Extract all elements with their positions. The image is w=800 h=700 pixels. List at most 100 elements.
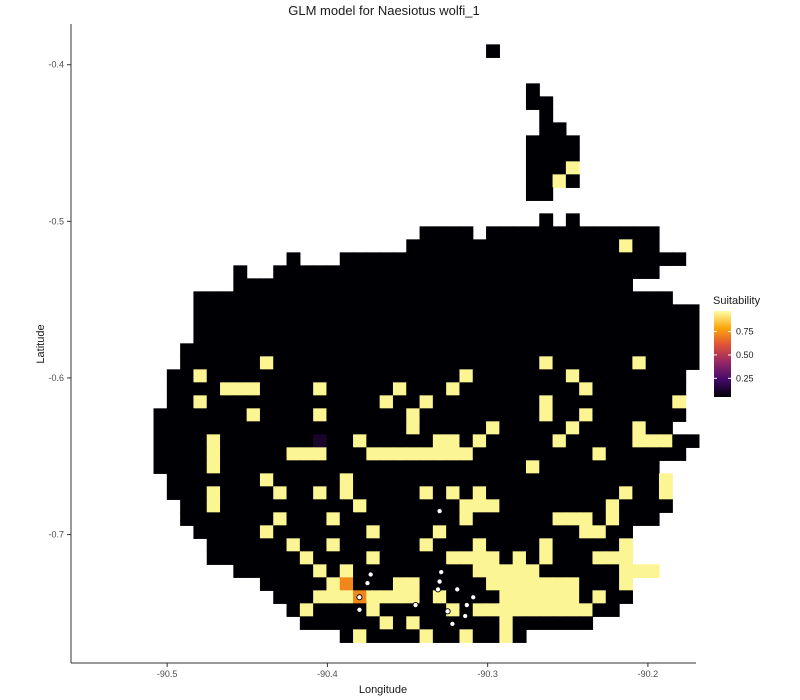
heatmap-cell <box>512 395 527 409</box>
heatmap-cell <box>339 590 354 604</box>
heatmap-cell <box>619 473 633 487</box>
heatmap-cell <box>233 564 248 578</box>
heatmap-cell <box>472 408 487 422</box>
heatmap-cell <box>379 317 394 331</box>
heatmap-cell <box>432 590 447 604</box>
occurrence-point <box>444 608 451 615</box>
heatmap-cell <box>579 291 594 305</box>
heatmap-cell <box>565 447 580 461</box>
heatmap-cell <box>339 304 354 318</box>
heatmap-cell <box>273 447 288 461</box>
heatmap-cell <box>353 382 367 396</box>
heatmap-cell <box>180 447 195 461</box>
heatmap-cell <box>353 265 367 279</box>
heatmap-cell <box>499 603 514 617</box>
heatmap-cell <box>512 226 527 240</box>
heatmap-cell <box>326 473 341 487</box>
heatmap-cell <box>379 434 394 448</box>
heatmap-cell <box>645 252 660 266</box>
heatmap-cell <box>592 356 607 370</box>
heatmap-cell <box>326 564 341 578</box>
heatmap-cell <box>206 343 221 357</box>
heatmap-cell <box>313 421 328 435</box>
heatmap-cell <box>446 369 461 383</box>
heatmap-cell <box>645 239 660 253</box>
heatmap-cell <box>539 278 554 292</box>
heatmap-cell <box>233 395 248 409</box>
heatmap-cell <box>259 330 274 344</box>
heatmap-cell <box>153 460 168 474</box>
heatmap-cell <box>472 447 487 461</box>
heatmap-cell <box>472 252 487 266</box>
heatmap-cell <box>286 421 301 435</box>
heatmap-cell <box>392 252 407 266</box>
heatmap-cell <box>246 395 261 409</box>
heatmap-cell <box>233 382 248 396</box>
heatmap-cell <box>313 343 328 357</box>
heatmap-cell <box>206 304 221 318</box>
heatmap-cell <box>446 226 461 240</box>
heatmap-cell <box>166 369 181 383</box>
heatmap-cell <box>446 252 461 266</box>
heatmap-cell <box>512 577 527 591</box>
heatmap-cell <box>299 447 314 461</box>
heatmap-cell <box>273 343 288 357</box>
heatmap-cell <box>446 317 461 331</box>
heatmap-cell <box>286 317 301 331</box>
heatmap-cell <box>605 447 620 461</box>
heatmap-cell <box>592 473 607 487</box>
heatmap-cell <box>313 304 328 318</box>
heatmap-cell <box>565 356 580 370</box>
heatmap-cell <box>259 421 274 435</box>
heatmap-cell <box>392 577 407 591</box>
occurrence-point <box>438 569 445 576</box>
heatmap-cell <box>233 525 248 539</box>
heatmap-cell <box>206 460 221 474</box>
heatmap-cell <box>233 551 248 565</box>
occurrence-point <box>436 508 443 515</box>
heatmap-cell <box>579 278 594 292</box>
heatmap-cell <box>539 148 554 162</box>
heatmap-cell <box>286 304 301 318</box>
heatmap-cell <box>632 395 647 409</box>
heatmap-cell <box>632 408 647 422</box>
heatmap-cell <box>565 135 580 149</box>
heatmap-cell <box>233 291 248 305</box>
heatmap-cell <box>366 460 381 474</box>
heatmap-cell <box>166 395 181 409</box>
heatmap-cell <box>632 564 647 578</box>
heatmap-cell <box>592 265 607 279</box>
heatmap-cell <box>273 538 288 552</box>
heatmap-cell <box>525 577 540 591</box>
heatmap-cell <box>313 551 328 565</box>
heatmap-cell <box>459 369 474 383</box>
heatmap-cell <box>645 317 660 331</box>
heatmap-cell <box>366 369 381 383</box>
heatmap-cell <box>326 499 341 513</box>
heatmap-cell <box>366 499 381 513</box>
heatmap-cell <box>499 525 514 539</box>
heatmap-cell <box>246 343 261 357</box>
heatmap-cell <box>392 395 407 409</box>
heatmap-cell <box>472 369 487 383</box>
heatmap-cell <box>645 330 660 344</box>
heatmap-cell <box>499 252 514 266</box>
heatmap-cell <box>472 603 487 617</box>
heatmap-cell <box>366 525 381 539</box>
heatmap-cell <box>206 356 221 370</box>
heatmap-cell <box>459 343 474 357</box>
heatmap-cell <box>366 304 381 318</box>
heatmap-cell <box>552 512 567 526</box>
heatmap-cell <box>246 564 261 578</box>
heatmap-cell <box>658 356 673 370</box>
heatmap-cell <box>605 265 620 279</box>
heatmap-cell <box>419 577 434 591</box>
heatmap-cell <box>339 616 354 630</box>
heatmap-cell <box>605 317 620 331</box>
heatmap-cell <box>392 590 407 604</box>
heatmap-cell <box>579 421 594 435</box>
heatmap-cell <box>339 330 354 344</box>
heatmap-cell <box>619 577 633 591</box>
heatmap-cell <box>379 291 394 305</box>
heatmap-cell <box>565 330 580 344</box>
